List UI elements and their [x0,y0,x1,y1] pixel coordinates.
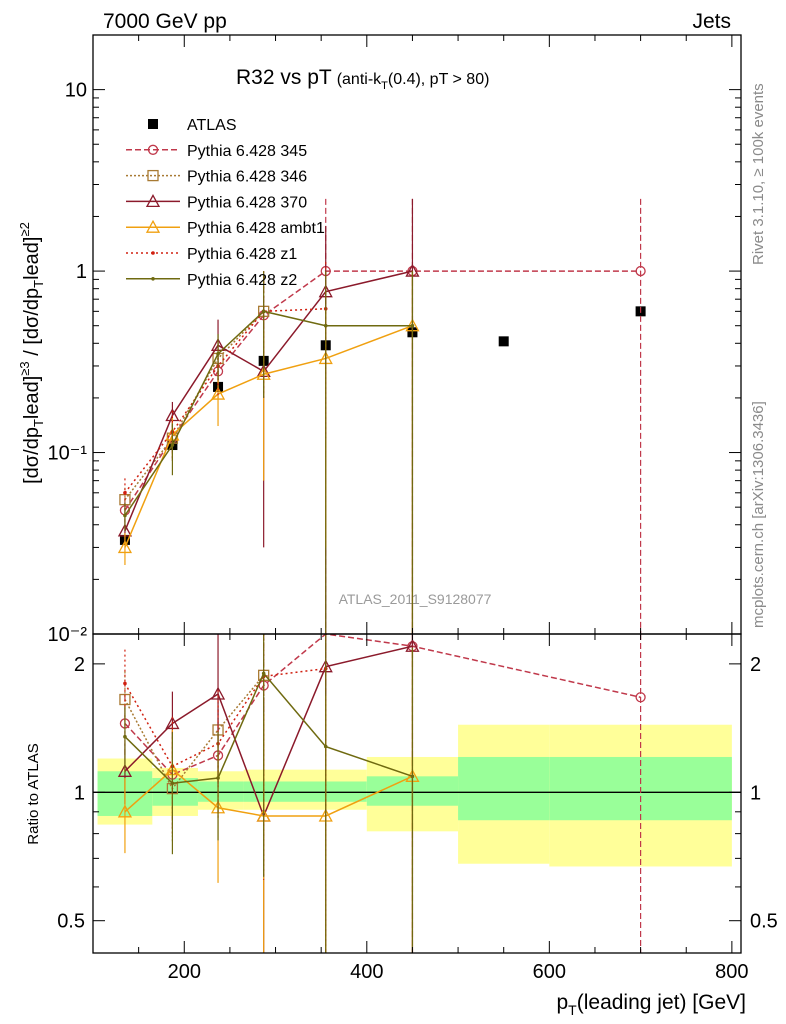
ratio-plot-frame [92,633,742,954]
rivet-label: Rivet 3.1.10, ≥ 100k events [750,83,767,265]
main-y-tick-label: 10⁻¹ [48,443,88,465]
ratio-point [323,744,328,749]
series-pythia-6-428-345 [119,198,646,634]
ratio-y-tick-label-right: 2 [750,654,761,676]
legend-marker [151,277,155,281]
legend-marker [147,144,159,155]
svg-text:[dσ/dpTlead]≥3 / [dσ/dpTlead]≥: [dσ/dpTlead]≥3 / [dσ/dpTlead]≥2 [17,222,46,484]
legend-label: Pythia 6.428 346 [187,169,307,186]
ratio-point [123,681,127,686]
legend-entry: ATLAS [148,117,237,134]
legend-label: Pythia 6.428 z2 [187,272,297,289]
ratio-y-tick-label-left: 0.5 [57,911,85,933]
ratio-point [216,776,220,780]
legend-entry: Pythia 6.428 z1 [126,246,297,263]
legend-marker [145,194,161,208]
x-tick-label: 400 [350,961,383,983]
ratio-point [117,763,133,777]
series-line [124,325,413,548]
mcplots-label: mcplots.cern.ch [arXiv:1306.3436] [750,401,767,628]
ratio-y-tick-label-right: 0.5 [750,911,778,933]
header-left: 7000 GeV pp [103,10,227,33]
analysis-watermark: ATLAS_2011_S9128077 [339,591,492,607]
series-pythia-6-428-346 [119,279,270,514]
data-point [210,386,226,400]
ratio-point [635,692,646,703]
legend-entry: Pythia 6.428 370 [126,194,307,211]
main-y-tick-label: 1 [76,261,87,283]
ratio-y-axis-label: Ratio to ATLAS [25,743,42,844]
ratio-series-pythia-6-428-z2 [123,634,415,953]
ratio-panel-series [117,633,646,953]
data-point [170,443,175,447]
x-axis-label: pT(leading jet) [GeV] [556,991,746,1018]
data-point [635,265,646,277]
ratio-point [117,804,133,818]
legend-entry: Pythia 6.428 346 [126,169,307,186]
series-line [124,270,641,511]
data-point [498,336,509,347]
x-tick-label: 200 [168,961,201,983]
main-panel-series [117,198,646,634]
series-line [124,308,326,494]
ratio-y-tick-label-right: 1 [750,782,761,804]
data-point [117,540,133,554]
ratio-uncertainty-bands [93,724,741,867]
ratio-point [170,781,175,786]
legend-marker [151,251,155,255]
ratio-point [123,734,127,739]
stat-uncertainty-band [458,756,550,821]
legend-label: ATLAS [187,117,237,134]
x-tick-label: 800 [715,961,748,983]
series-line [124,310,265,501]
ratio-series-line [124,667,326,768]
legend-label: Pythia 6.428 z1 [187,246,297,263]
legend-label: Pythia 6.428 345 [187,143,307,160]
ratio-point [210,686,226,700]
header-right: Jets [692,10,731,33]
legend-marker [145,219,161,233]
ratio-point [261,671,266,676]
series-line [124,270,413,532]
series-pythia-6-428-z2 [123,271,415,634]
main-y-axis-label: [dσ/dpTlead]≥3 / [dσ/dpTlead]≥2 [17,222,46,484]
ratio-point [410,774,415,779]
series-line [124,310,413,516]
data-point [216,352,220,356]
legend-label: Pythia 6.428 ambt1 [187,220,325,237]
series-pythia-6-428-370 [117,198,420,634]
axes: 10 1 10⁻¹ 10⁻² 2 2 1 1 0.5 0.5 200 400 600 800 [48,34,778,983]
data-point [323,323,328,328]
main-y-tick-label: 10 [65,80,87,102]
legend-marker [148,119,158,129]
data-point [261,309,266,314]
ratio-series-line [124,671,413,785]
ratio-y-tick-label-left: 1 [74,782,85,804]
x-tick-label: 600 [533,961,566,983]
data-point [123,490,127,495]
legend-entry: Pythia 6.428 z2 [126,272,297,289]
chart-title: R32 vs pT (anti-kT(0.4), pT > 80) [236,66,489,92]
legend: ATLAS Pythia 6.428 345 Pythia 6.428 346 Pyt… [126,117,325,289]
data-point [123,513,127,518]
data-point [410,323,415,328]
legend-marker [147,169,159,182]
legend-entry: Pythia 6.428 345 [126,143,307,160]
series-atlas [119,306,646,545]
ratio-point [119,693,131,706]
ratio-series-line [124,645,413,819]
legend-label: Pythia 6.428 370 [187,194,307,211]
ratio-y-tick-label-left: 2 [74,654,85,676]
ratio-series-line [124,768,413,817]
legend-entry: Pythia 6.428 ambt1 [126,219,325,237]
main-y-tick-label: 10⁻² [48,624,88,646]
